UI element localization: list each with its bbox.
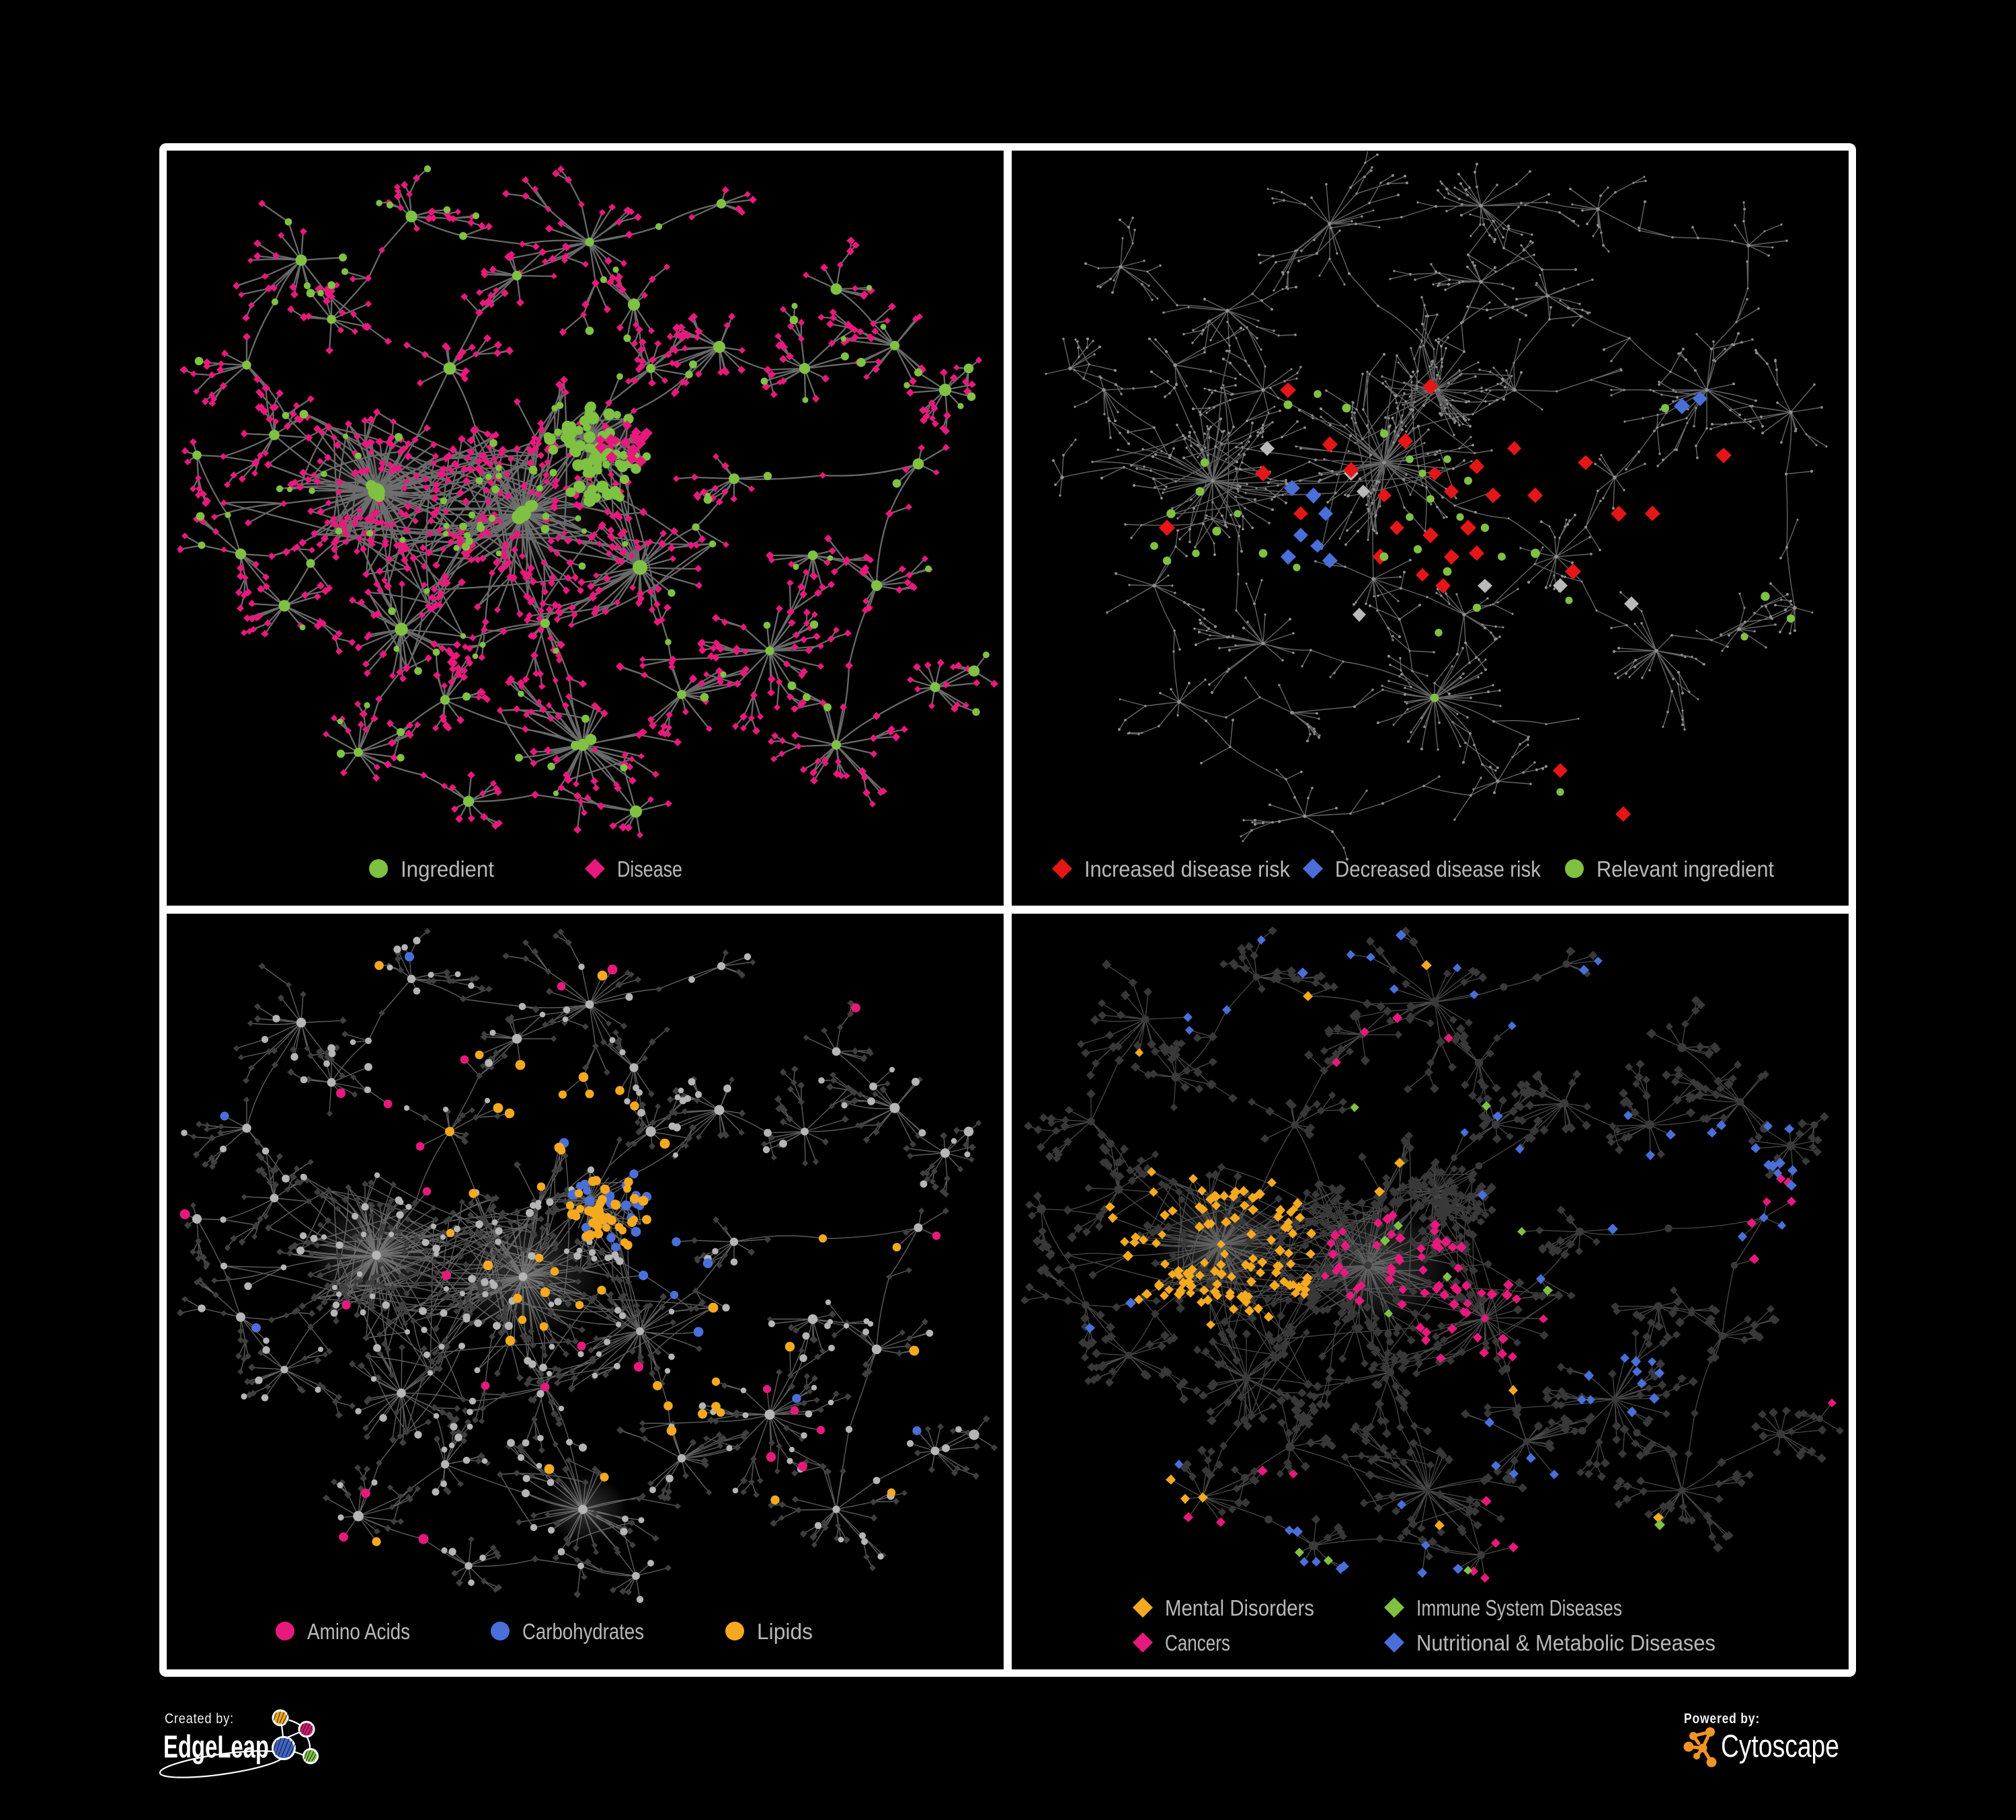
svg-text:Amino Acids: Amino Acids <box>307 1619 410 1644</box>
svg-text:Cytoscape: Cytoscape <box>1721 1728 1839 1764</box>
svg-text:Created by:: Created by: <box>165 1711 234 1727</box>
svg-text:Mental Disorders: Mental Disorders <box>1165 1595 1314 1620</box>
svg-text:Lipids: Lipids <box>757 1619 813 1644</box>
svg-text:EdgeLeap: EdgeLeap <box>163 1729 269 1764</box>
svg-text:Nutritional & Metabolic Diseas: Nutritional & Metabolic Diseases <box>1416 1630 1716 1655</box>
svg-text:Powered by:: Powered by: <box>1684 1711 1760 1727</box>
svg-text:Cancers: Cancers <box>1165 1630 1230 1655</box>
svg-text:Increased disease risk: Increased disease risk <box>1084 857 1290 881</box>
svg-text:Relevant ingredient: Relevant ingredient <box>1597 857 1774 881</box>
svg-text:Disease: Disease <box>617 857 682 881</box>
svg-text:Immune System Diseases: Immune System Diseases <box>1416 1595 1622 1620</box>
svg-text:Decreased disease risk: Decreased disease risk <box>1335 857 1541 881</box>
svg-text:Carbohydrates: Carbohydrates <box>522 1619 644 1644</box>
svg-text:Ingredient: Ingredient <box>401 857 494 881</box>
